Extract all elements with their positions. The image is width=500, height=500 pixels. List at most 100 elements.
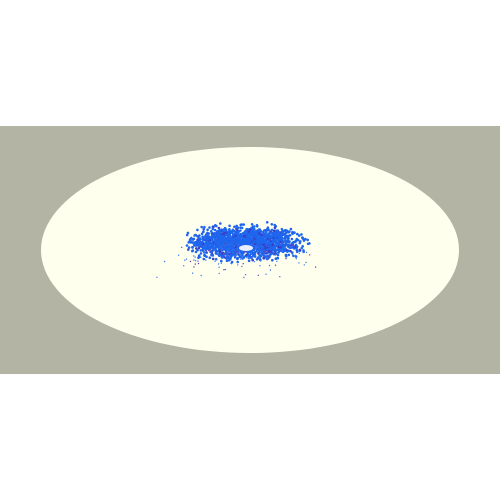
point bbox=[248, 256, 250, 259]
point bbox=[194, 256, 196, 258]
point bbox=[294, 239, 298, 243]
point bbox=[287, 253, 291, 257]
point bbox=[274, 254, 276, 256]
point bbox=[204, 233, 208, 236]
point bbox=[240, 255, 242, 257]
point bbox=[271, 239, 275, 242]
point bbox=[197, 260, 199, 262]
point bbox=[242, 255, 244, 258]
point bbox=[250, 244, 253, 246]
point bbox=[229, 254, 233, 257]
point bbox=[241, 257, 244, 260]
point bbox=[246, 235, 249, 239]
point bbox=[251, 238, 254, 241]
point bbox=[225, 244, 228, 246]
point bbox=[225, 257, 228, 260]
point bbox=[247, 259, 251, 263]
point bbox=[211, 252, 214, 254]
point bbox=[240, 251, 243, 255]
point bbox=[253, 251, 257, 254]
point bbox=[291, 253, 293, 255]
point bbox=[193, 266, 195, 268]
point bbox=[201, 235, 204, 238]
point bbox=[203, 225, 206, 229]
point bbox=[223, 229, 227, 233]
point bbox=[255, 247, 257, 250]
point bbox=[236, 248, 238, 250]
point bbox=[249, 230, 252, 234]
point bbox=[254, 242, 257, 246]
point bbox=[249, 250, 253, 254]
point bbox=[190, 236, 193, 240]
point bbox=[156, 276, 158, 278]
point bbox=[242, 223, 245, 226]
point bbox=[253, 261, 256, 263]
point bbox=[239, 229, 242, 232]
point bbox=[250, 223, 254, 226]
point bbox=[296, 232, 299, 236]
point bbox=[204, 244, 207, 247]
point bbox=[220, 246, 222, 248]
point bbox=[201, 248, 205, 251]
point bbox=[244, 254, 247, 256]
point bbox=[228, 224, 231, 228]
point bbox=[213, 238, 217, 241]
point bbox=[268, 256, 270, 258]
point bbox=[217, 263, 220, 265]
point bbox=[227, 230, 231, 234]
point bbox=[309, 254, 311, 256]
point bbox=[195, 247, 198, 250]
point bbox=[191, 249, 195, 252]
point bbox=[211, 235, 215, 239]
point bbox=[230, 239, 233, 243]
point bbox=[197, 246, 201, 250]
point bbox=[194, 244, 198, 247]
point bbox=[221, 247, 224, 249]
point bbox=[263, 250, 265, 253]
point bbox=[250, 252, 253, 254]
point bbox=[289, 227, 293, 231]
point bbox=[216, 245, 219, 248]
point bbox=[197, 244, 200, 247]
point bbox=[163, 260, 166, 263]
point bbox=[252, 230, 256, 234]
point bbox=[208, 256, 212, 260]
point bbox=[202, 227, 205, 231]
point bbox=[239, 236, 242, 240]
point bbox=[298, 248, 302, 252]
point bbox=[290, 237, 294, 241]
point bbox=[230, 263, 233, 265]
point bbox=[276, 260, 278, 262]
point bbox=[261, 236, 265, 240]
point bbox=[228, 238, 232, 241]
point bbox=[250, 255, 253, 259]
point bbox=[251, 233, 255, 236]
point bbox=[255, 244, 257, 247]
point bbox=[242, 231, 245, 235]
point bbox=[280, 227, 284, 231]
point bbox=[211, 227, 215, 231]
point bbox=[188, 238, 192, 242]
point bbox=[238, 250, 241, 253]
point bbox=[228, 255, 230, 258]
point bbox=[269, 269, 272, 271]
point bbox=[258, 232, 261, 235]
point bbox=[199, 249, 203, 252]
point bbox=[183, 265, 185, 267]
point bbox=[210, 245, 214, 249]
point bbox=[266, 233, 269, 237]
point bbox=[214, 260, 216, 262]
point bbox=[220, 249, 223, 251]
point bbox=[255, 224, 259, 228]
point bbox=[234, 248, 237, 251]
point bbox=[233, 245, 235, 247]
point bbox=[279, 276, 281, 278]
point bbox=[262, 243, 266, 246]
point bbox=[225, 259, 229, 263]
point bbox=[185, 233, 189, 237]
point bbox=[192, 237, 196, 241]
point bbox=[243, 240, 246, 243]
point bbox=[259, 238, 263, 242]
point bbox=[306, 238, 310, 242]
point bbox=[273, 226, 277, 230]
